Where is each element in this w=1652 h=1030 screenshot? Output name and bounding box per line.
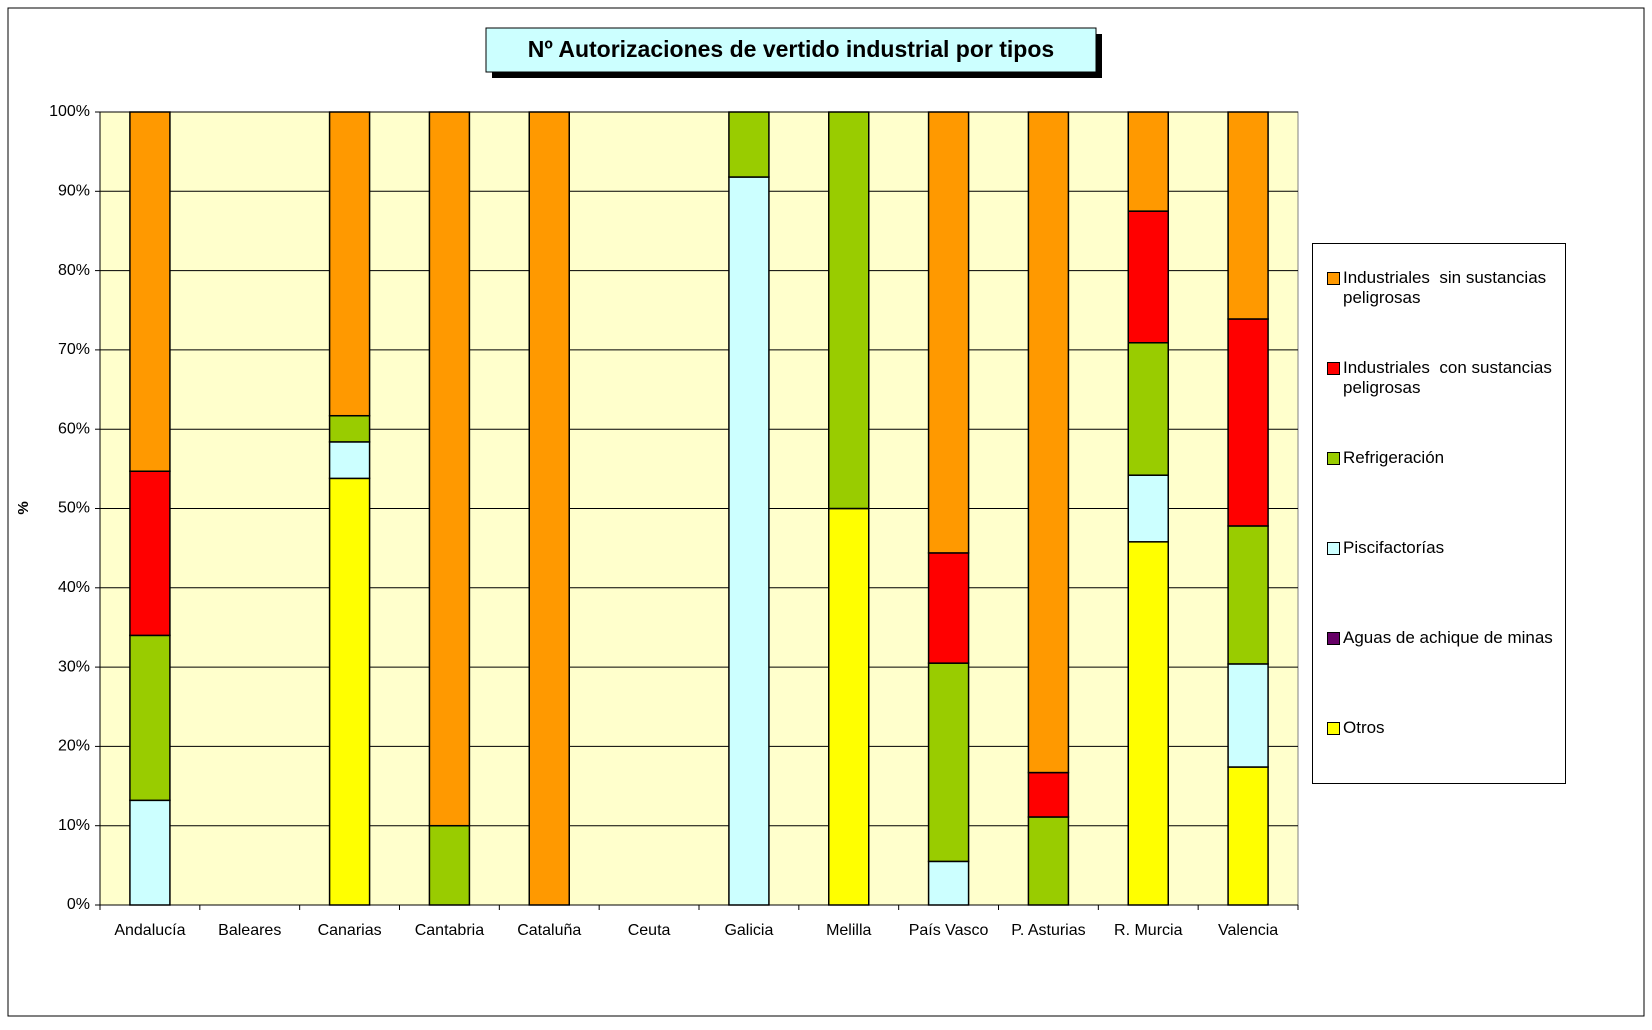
y-tick-label: 30% bbox=[58, 658, 90, 675]
bar-segment bbox=[927, 111, 970, 554]
x-tick-label: País Vasco bbox=[909, 922, 989, 939]
x-tick-label: Melilla bbox=[826, 922, 871, 939]
bar-segment bbox=[129, 111, 171, 472]
bar-segment bbox=[1027, 111, 1070, 774]
bar-segment bbox=[927, 860, 970, 906]
bar-segment bbox=[927, 662, 970, 863]
bar-segment bbox=[927, 552, 970, 664]
bar-segment bbox=[328, 111, 371, 417]
bar-segment bbox=[728, 111, 770, 178]
y-tick-label: 0% bbox=[67, 896, 90, 913]
bar-segment bbox=[1027, 771, 1070, 818]
bar-segment bbox=[328, 477, 371, 906]
y-tick-label: 10% bbox=[58, 817, 90, 834]
legend-label: Industriales sin sustancias peligrosas bbox=[1343, 268, 1551, 307]
x-tick-label: Baleares bbox=[218, 922, 281, 939]
bar-segment bbox=[129, 634, 171, 802]
bar-segment bbox=[428, 111, 471, 827]
x-tick-label: Ceuta bbox=[628, 922, 671, 939]
bar-segment bbox=[1127, 111, 1169, 212]
y-axis-label: % bbox=[15, 501, 32, 514]
bar-segment bbox=[828, 507, 870, 906]
legend-label: Piscifactorías bbox=[1343, 538, 1445, 557]
chart-title: Nº Autorizaciones de vertido industrial … bbox=[528, 36, 1054, 62]
y-tick-label: 60% bbox=[58, 420, 90, 437]
legend-item: Industriales sin sustancias peligrosas bbox=[1327, 268, 1557, 308]
title-box bbox=[485, 27, 1097, 73]
legend-label: Industriales con sustancias peligrosas bbox=[1343, 358, 1557, 397]
bar-segment bbox=[1027, 816, 1070, 906]
bar-segment bbox=[328, 414, 371, 443]
y-tick-label: 90% bbox=[58, 183, 90, 200]
legend-label: Refrigeración bbox=[1343, 448, 1445, 467]
legend-item: Aguas de achique de minas bbox=[1327, 628, 1557, 648]
legend-item: Piscifactorías bbox=[1327, 538, 1557, 558]
x-tick-label: P. Asturias bbox=[1011, 922, 1085, 939]
x-tick-label: Valencia bbox=[1218, 922, 1278, 939]
legend-swatch bbox=[1327, 452, 1340, 465]
x-tick-label: Galicia bbox=[724, 922, 773, 939]
x-tick-label: Cataluña bbox=[517, 922, 581, 939]
y-tick-label: 70% bbox=[58, 341, 90, 358]
bar-segment bbox=[1227, 663, 1269, 768]
bar-segment bbox=[428, 824, 471, 906]
x-tick-label: R. Murcia bbox=[1114, 922, 1183, 939]
legend-label: Aguas de achique de minas bbox=[1343, 628, 1553, 647]
y-tick-label: 40% bbox=[58, 579, 90, 596]
bar-segment bbox=[728, 176, 770, 906]
legend-swatch bbox=[1327, 542, 1340, 555]
bar-segment bbox=[1227, 525, 1269, 665]
legend-label: Otros bbox=[1343, 718, 1385, 737]
y-tick-label: 80% bbox=[58, 262, 90, 279]
bar-segment bbox=[528, 111, 570, 906]
bar-segment bbox=[1127, 541, 1169, 906]
bar-segment bbox=[129, 470, 171, 637]
legend-item: Industriales con sustancias peligrosas bbox=[1327, 358, 1557, 398]
x-tick-label: Cantabria bbox=[415, 922, 484, 939]
bar-segment bbox=[1227, 111, 1269, 320]
bar-segment bbox=[129, 799, 171, 906]
legend-swatch bbox=[1327, 272, 1340, 285]
legend-swatch bbox=[1327, 632, 1340, 645]
legend-swatch bbox=[1327, 362, 1340, 375]
bar-segment bbox=[1127, 342, 1169, 476]
legend: Industriales sin sustancias peligrosas In… bbox=[1312, 243, 1566, 784]
x-tick-label: Andalucía bbox=[114, 922, 185, 939]
bar-segment bbox=[1127, 210, 1169, 344]
bar-segment bbox=[1127, 474, 1169, 543]
y-tick-label: 100% bbox=[49, 103, 90, 120]
bar-segment bbox=[828, 111, 870, 510]
bar-segment bbox=[328, 441, 371, 480]
bar-segment bbox=[1227, 318, 1269, 527]
x-tick-label: Canarias bbox=[318, 922, 382, 939]
legend-item: Refrigeración bbox=[1327, 448, 1557, 468]
bar-segment bbox=[1227, 766, 1269, 906]
legend-swatch bbox=[1327, 722, 1340, 735]
y-tick-label: 20% bbox=[58, 738, 90, 755]
y-tick-label: 50% bbox=[58, 500, 90, 517]
legend-item: Otros bbox=[1327, 718, 1557, 738]
